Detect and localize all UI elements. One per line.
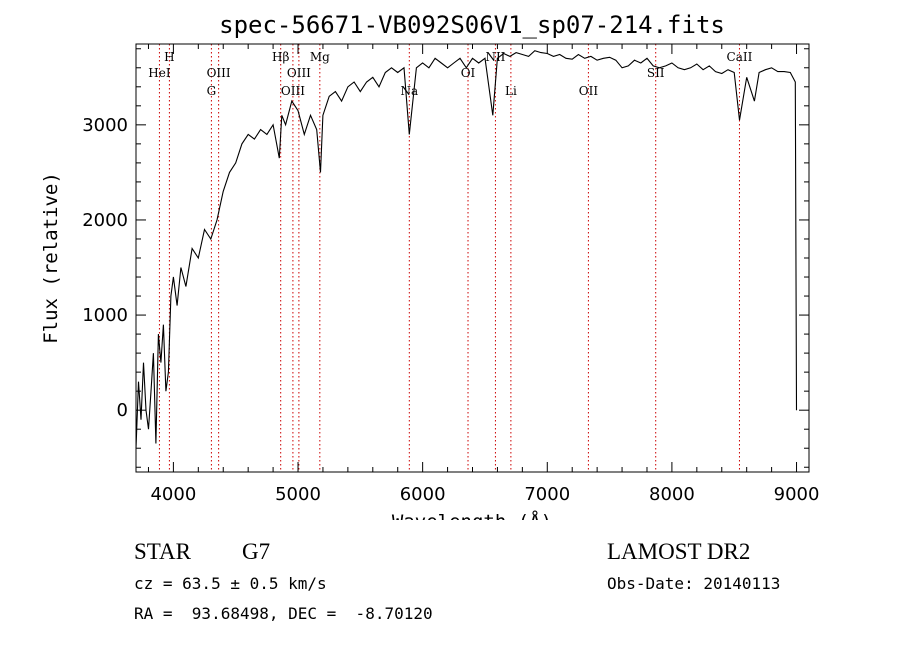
line-label-oiii: OIII — [287, 66, 311, 80]
flux-series-line — [135, 50, 798, 449]
x-axis-ticks: 4000 5000 6000 7000 8000 9000 — [147, 44, 820, 505]
y-axis-label: Flux (relative) — [40, 172, 62, 344]
x-axis-label: Wavelength (Å) — [392, 510, 552, 520]
line-label-hei: HeI — [148, 66, 171, 80]
x-tick-label: 7000 — [524, 484, 570, 505]
y-axis-ticks: 0 1000 2000 3000 — [82, 48, 809, 468]
line-label-na: Na — [400, 84, 418, 98]
y-tick-label: 1000 — [82, 305, 128, 326]
line-label-mg: Mg — [310, 50, 330, 64]
chart-title: spec-56671-VB092S06V1_sp07-214.fits — [219, 11, 725, 39]
x-tick-label: 5000 — [275, 484, 321, 505]
line-label-oiii: OIII — [281, 84, 305, 98]
y-tick-label: 0 — [117, 400, 128, 421]
plot-frame — [135, 43, 810, 473]
survey-name: LAMOST DR2 — [607, 539, 751, 564]
line-label-g: G — [207, 84, 217, 98]
x-tick-label: 4000 — [150, 484, 196, 505]
line-label-caii: CaII — [727, 50, 753, 64]
x-tick-label: 8000 — [649, 484, 695, 505]
line-label-hβ: Hβ — [272, 50, 289, 64]
object-class: STAR — [134, 539, 191, 564]
line-label-oii: OII — [579, 84, 599, 98]
spectrum-chart: spec-56671-VB092S06V1_sp07-214.fits HeIH… — [40, 11, 820, 520]
x-tick-label: 9000 — [774, 484, 820, 505]
line-label-oi: OI — [461, 66, 476, 80]
y-tick-label: 2000 — [82, 210, 128, 231]
redshift-cz: cz = 63.5 ± 0.5 km/s — [134, 574, 327, 593]
line-label-nii: NII — [485, 50, 505, 64]
line-label-h: H — [164, 50, 174, 64]
line-label-li: Li — [505, 84, 517, 98]
y-tick-label: 3000 — [82, 115, 128, 136]
spectral-line-markers — [158, 44, 740, 472]
line-label-oiii: OIII — [207, 66, 231, 80]
spectral-subclass: G7 — [242, 539, 271, 564]
spectral-line-labels: HeI H G OIII Hβ OIII OIII Mg Na OI NII Li OII SII CaII — [148, 50, 752, 98]
line-label-sii: SII — [647, 66, 665, 80]
observation-date: Obs-Date: 20140113 — [607, 574, 781, 593]
x-tick-label: 6000 — [400, 484, 446, 505]
ra-dec-coordinates: RA = 93.68498, DEC = -8.70120 — [134, 604, 433, 623]
